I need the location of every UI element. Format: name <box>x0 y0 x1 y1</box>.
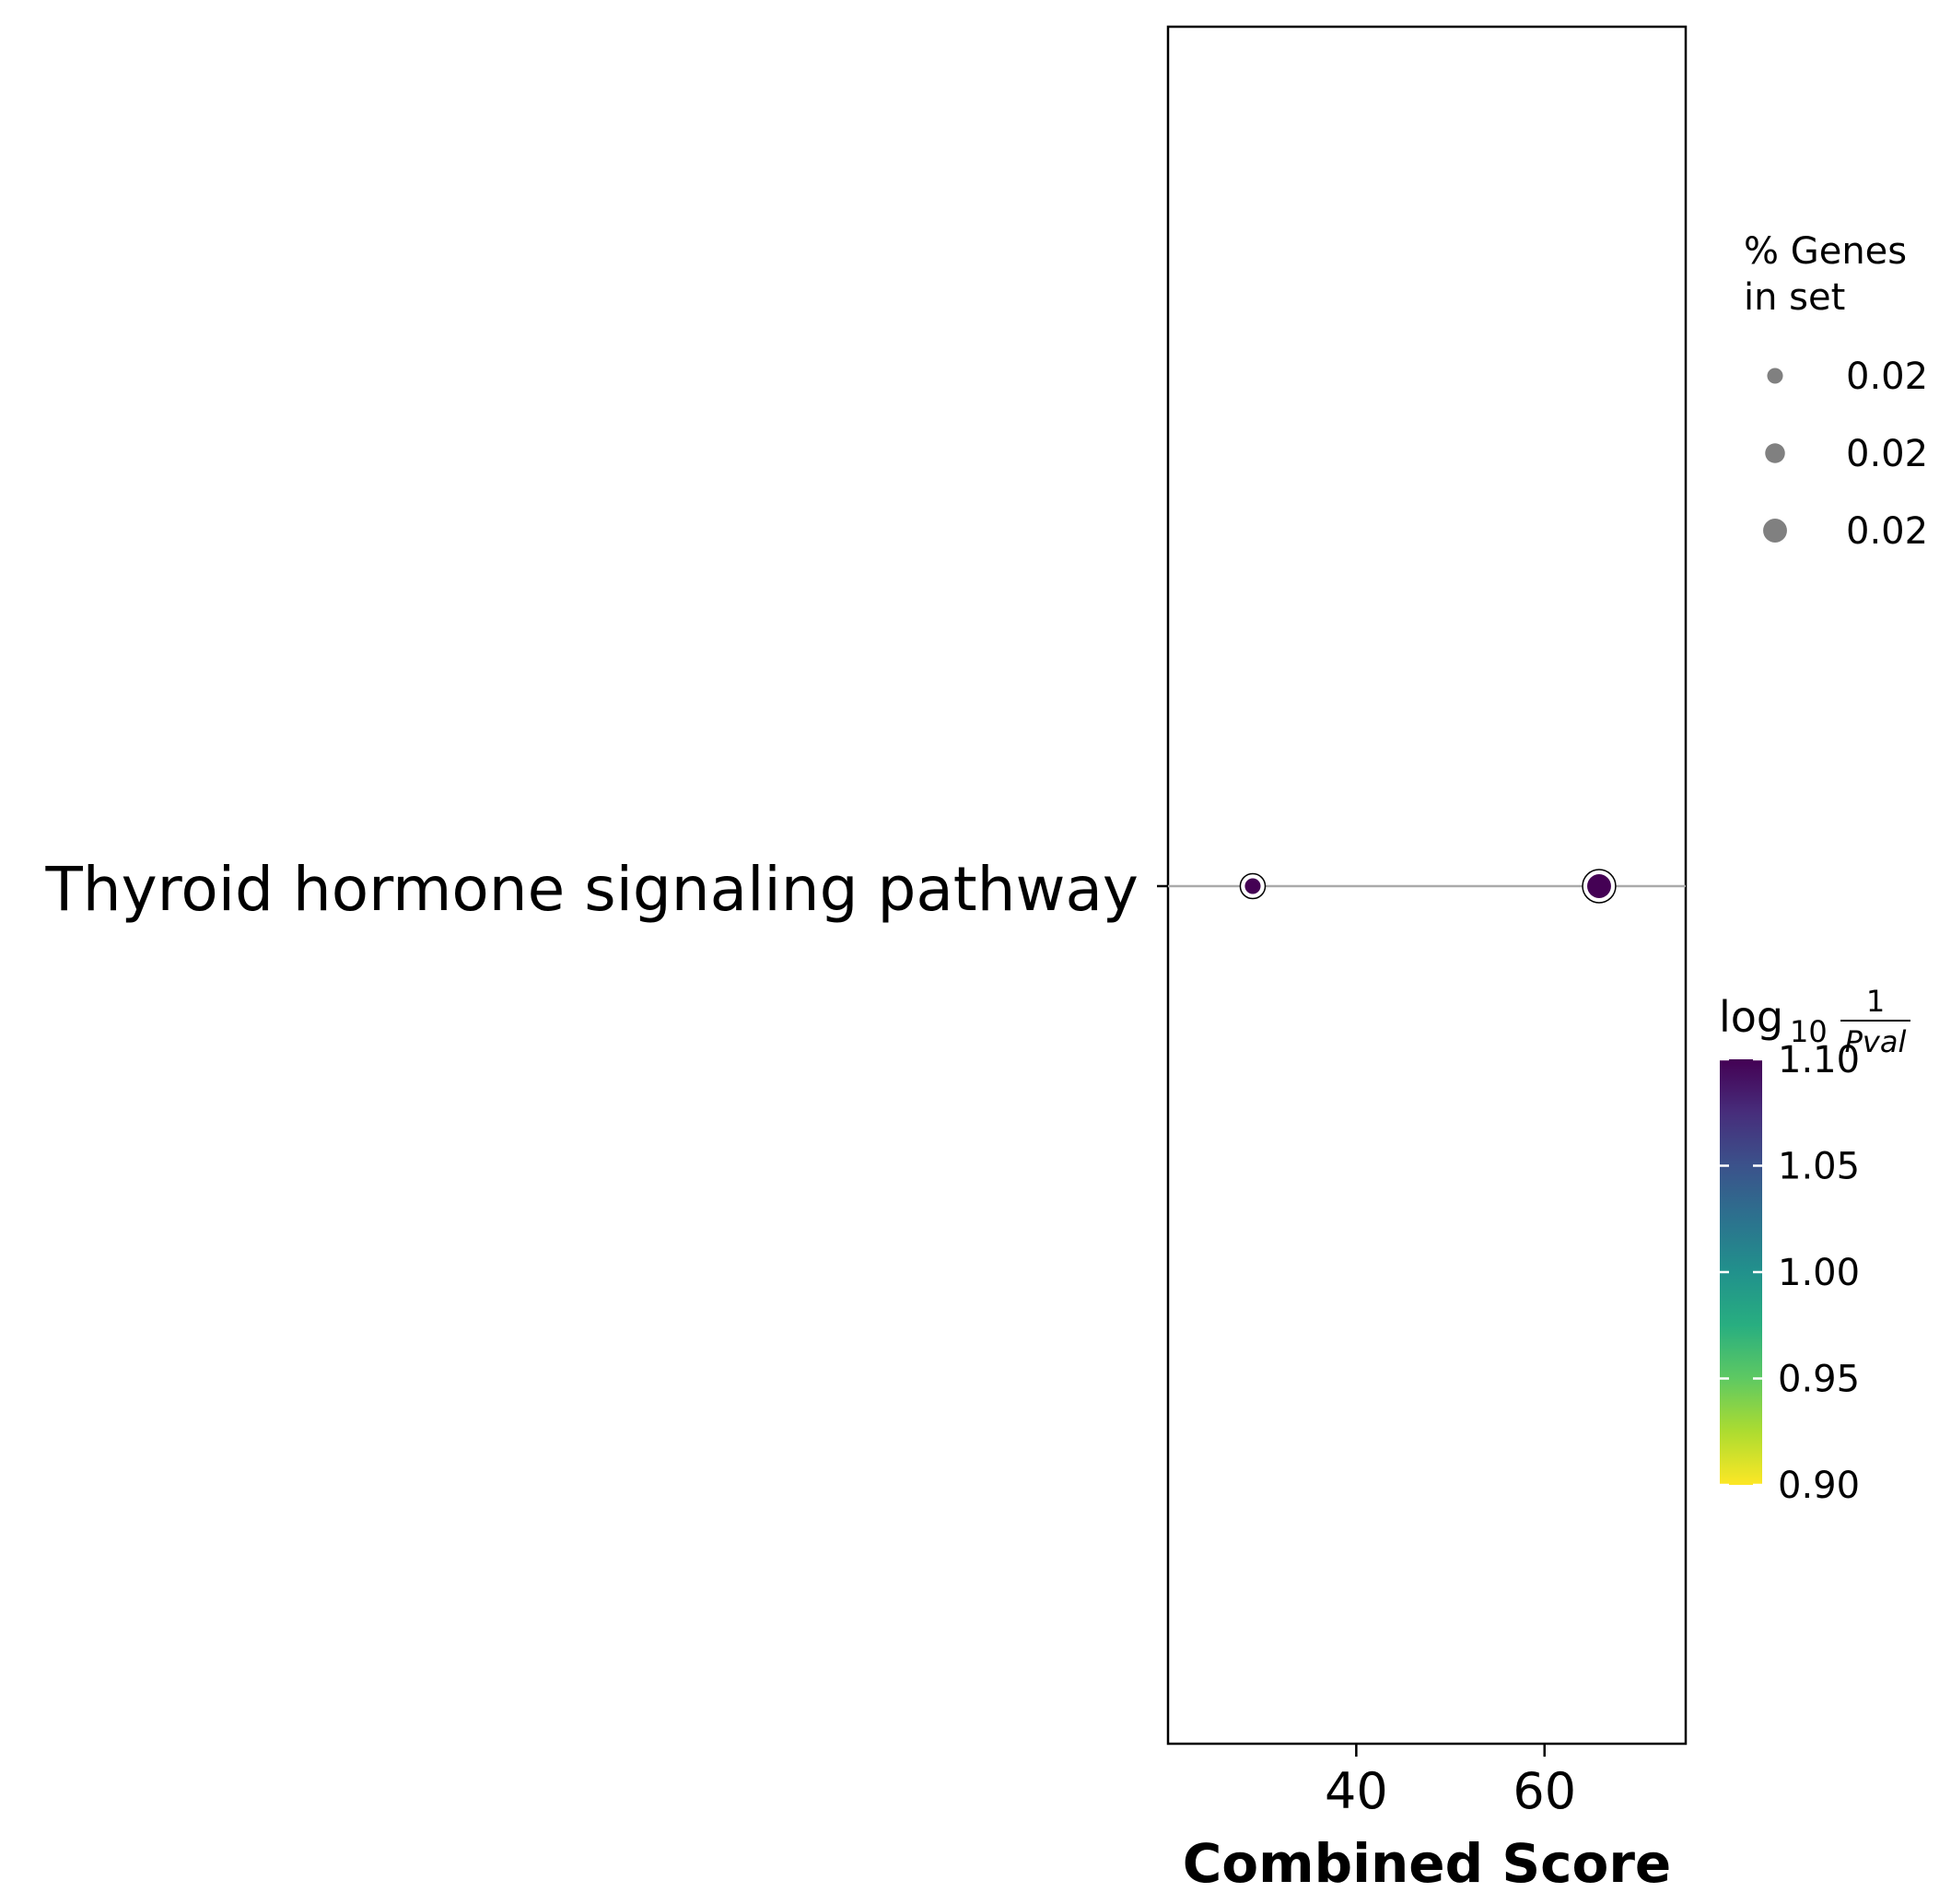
colorbar-title-denominator: Pval <box>1845 1024 1907 1059</box>
colorbar-tick-label: 1.10 <box>1778 1039 1860 1081</box>
x-tick-label: 40 <box>1325 1762 1388 1820</box>
colorbar-title-sub: 10 <box>1790 1014 1828 1049</box>
points-layer <box>1239 869 1617 904</box>
colorbar-title: log 10 1 Pval <box>1719 984 1910 1059</box>
x-axis-label: Combined Score <box>1183 1832 1672 1895</box>
x-tick-label: 60 <box>1513 1762 1576 1820</box>
size-legend-marker <box>1765 443 1785 463</box>
data-point <box>1244 878 1261 894</box>
colorbar-tick-label: 0.95 <box>1778 1359 1860 1401</box>
size-legend-marker <box>1767 368 1783 384</box>
size-legend-label: 0.02 <box>1846 356 1928 398</box>
y-tick-label: Thyroid hormone signaling pathway <box>44 854 1139 925</box>
colorbar-tick-label: 1.05 <box>1778 1146 1860 1188</box>
colorbar-tick-label: 1.00 <box>1778 1252 1860 1294</box>
x-axis-ticks: 40 60 <box>1325 1744 1576 1820</box>
colorbar-tick-label: 0.90 <box>1778 1465 1860 1507</box>
colorbar-ticks: 0.90 0.95 1.00 1.05 1.10 <box>1720 1039 1860 1507</box>
colorbar-title-numerator: 1 <box>1866 984 1885 1019</box>
size-legend-marker <box>1763 519 1787 543</box>
size-legend-label: 0.02 <box>1846 510 1928 553</box>
size-legend-label: 0.02 <box>1846 433 1928 475</box>
colorbar-title-main: log <box>1719 992 1783 1042</box>
size-legend: 0.02 0.02 0.02 <box>1763 356 1928 553</box>
size-legend-title-line1: % Genes <box>1744 230 1907 273</box>
data-point <box>1587 874 1611 898</box>
size-legend-title-line2: in set <box>1744 276 1845 319</box>
